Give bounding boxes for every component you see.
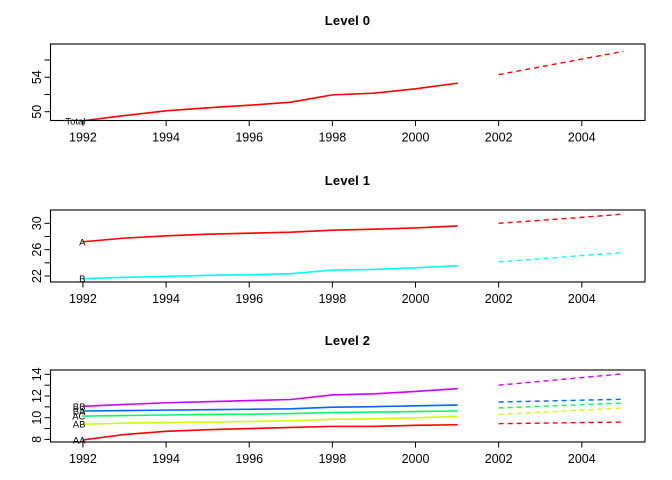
x-axis-tick-label: 1996 — [235, 292, 263, 306]
series-forecast-line-A — [498, 213, 624, 225]
panel-level-0: Level 0 1992 1994 1996 1998 2000 2002 2004 50 54… — [0, 0, 672, 160]
y-axis-tick-label: 30 — [30, 216, 44, 230]
series-label-B: B — [79, 274, 85, 285]
series-label-AC: AC — [72, 412, 85, 423]
series-label-BA: BA — [73, 406, 86, 417]
x-axis-tick-label: 2000 — [402, 452, 430, 466]
plot-box — [49, 369, 646, 443]
x-axis-tick-label: 2004 — [568, 131, 596, 145]
y-axis-tick-label: 50 — [30, 105, 44, 119]
panel-level-2: Level 2 1992 1994 1996 1998 2000 2002 2004 8 10 1… — [0, 320, 672, 480]
series-forecast-line-AA — [498, 421, 624, 425]
series-forecast-line-Total — [498, 50, 624, 76]
y-axis-tick-label: 54 — [30, 70, 44, 84]
x-axis-tick-label: 1994 — [152, 452, 180, 466]
series-forecast-line-BB — [498, 373, 624, 386]
x-axis-tick-label: 2004 — [568, 452, 596, 466]
x-axis-tick-label: 1992 — [69, 292, 97, 306]
series-forecast-line-AC — [498, 402, 624, 409]
panel-chart-level-2: 1992 1994 1996 1998 2000 2002 2004 8 10 12 14 AA ABA… — [30, 367, 646, 466]
x-axis-tick-label: 1996 — [235, 131, 263, 145]
panel-chart-level-0: 1992 1994 1996 1998 2000 2002 2004 50 54 Total — [30, 43, 646, 145]
x-axis-tick-label: 2004 — [568, 292, 596, 306]
x-axis-tick-label: 1998 — [318, 292, 346, 306]
series-history-line-AC — [82, 410, 458, 417]
series-label-Total: Total — [65, 116, 85, 127]
y-axis-tick-label: 14 — [30, 367, 44, 381]
x-axis-tick-label: 2000 — [402, 131, 430, 145]
series-history-line-BB — [82, 387, 458, 408]
x-axis-tick-label: 1998 — [318, 452, 346, 466]
series-history-line-AA — [82, 423, 458, 441]
x-axis-tick-label: 1998 — [318, 131, 346, 145]
series-history-line-B — [82, 264, 458, 280]
y-axis-tick-label: 8 — [30, 436, 44, 443]
x-axis-tick-label: 1992 — [69, 452, 97, 466]
series-history-line-Total — [82, 82, 458, 122]
x-axis-tick-label: 2002 — [485, 452, 513, 466]
plot-box — [49, 43, 646, 122]
series-forecast-line-AB — [498, 407, 624, 416]
y-axis-tick-label: 10 — [30, 411, 44, 425]
plot-box — [49, 209, 646, 283]
series-forecast-line-B — [498, 251, 624, 263]
x-axis-tick-label: 2002 — [485, 131, 513, 145]
panel-title-level-0: Level 0 — [324, 13, 371, 28]
panel-level-1: Level 1 1992 1994 1996 1998 2000 2002 2004 22 26… — [0, 160, 672, 320]
series-forecast-line-BA — [498, 398, 624, 403]
series-history-line-BA — [82, 404, 458, 412]
x-axis-tick-label: 1996 — [235, 452, 263, 466]
series-label-AA: AA — [73, 435, 86, 446]
series-history-line-A — [82, 225, 458, 243]
x-axis-tick-label: 2002 — [485, 292, 513, 306]
panel-title-level-1: Level 1 — [324, 173, 371, 188]
y-axis-tick-label: 26 — [30, 243, 44, 257]
panel-chart-level-1: 1992 1994 1996 1998 2000 2002 2004 22 26 30 A B — [30, 209, 646, 306]
x-axis-tick-label: 1994 — [152, 131, 180, 145]
x-axis-tick-label: 2000 — [402, 292, 430, 306]
y-axis-tick-label: 12 — [30, 389, 44, 403]
series-label-BB: BB — [73, 402, 86, 413]
series-label-AB: AB — [73, 420, 86, 431]
x-axis-tick-label: 1992 — [69, 131, 97, 145]
series-label-A: A — [79, 237, 86, 248]
panel-title-level-2: Level 2 — [324, 333, 371, 348]
x-axis-tick-label: 1994 — [152, 292, 180, 306]
series-history-line-AB — [82, 415, 458, 426]
y-axis-tick-label: 22 — [30, 269, 44, 283]
